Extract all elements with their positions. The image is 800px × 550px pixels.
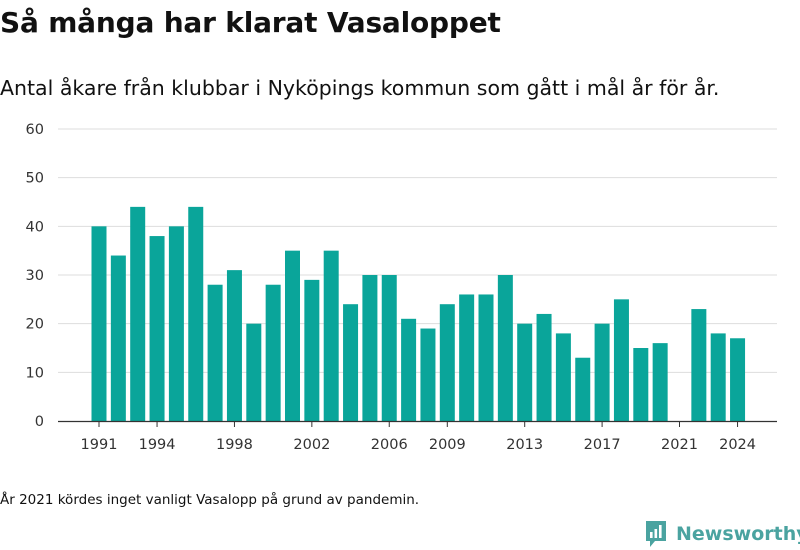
bar-2006 [381, 275, 397, 421]
bar-2024 [730, 338, 746, 421]
bar-2019 [633, 348, 649, 421]
bar-2020 [652, 343, 668, 421]
bar-1994 [149, 236, 165, 421]
bar-2022 [691, 309, 707, 421]
bar-2004 [343, 304, 359, 421]
bar-2007 [401, 318, 417, 421]
chart-subtitle: Antal åkare från klubbar i Nyköpings kom… [0, 76, 720, 100]
gridlines [58, 128, 777, 373]
bar-2000 [265, 284, 281, 421]
bar-2003 [323, 250, 339, 421]
x-axis-ticks: 1991 1994 1998 2002 2006 2009 2013 2017 2021 2024 [81, 421, 756, 453]
bar-2013 [517, 323, 533, 421]
bar-2018 [613, 299, 629, 421]
x-tick-label: 2024 [719, 437, 756, 453]
footnote: År 2021 kördes inget vanligt Vasalopp på… [0, 492, 420, 508]
bar-2011 [478, 294, 494, 421]
bar-2023 [710, 333, 726, 421]
y-axis-ticks: 0 10 20 30 40 50 60 [26, 122, 44, 430]
brand-name: Newsworthy [676, 523, 800, 545]
y-tick-label: 40 [26, 219, 44, 235]
x-tick-label: 2017 [584, 437, 621, 453]
bar-2015 [555, 333, 571, 421]
y-tick-label: 50 [26, 171, 44, 187]
bar-2014 [536, 313, 552, 421]
x-tick-label: 2021 [661, 437, 698, 453]
bar-2017 [594, 323, 610, 421]
y-tick-label: 10 [26, 365, 44, 381]
bar-1997 [207, 284, 223, 421]
bar-1995 [168, 226, 184, 421]
x-tick-label: 2013 [506, 437, 543, 453]
x-tick-label: 1998 [216, 437, 253, 453]
bar-2001 [285, 250, 300, 421]
bar-1991 [91, 226, 107, 421]
y-tick-label: 20 [26, 317, 44, 333]
newsworthy-logo-icon [646, 521, 666, 547]
bar-1998 [226, 270, 242, 421]
x-tick-label: 1994 [139, 437, 176, 453]
x-tick-label: 2009 [429, 437, 466, 453]
x-tick-label: 2002 [293, 437, 330, 453]
brand: Newsworthy [644, 520, 800, 548]
bar-1999 [246, 323, 262, 421]
x-tick-label: 2006 [371, 437, 408, 453]
bar-2012 [497, 275, 513, 421]
x-tick-label: 1991 [81, 437, 118, 453]
bar-2010 [459, 294, 475, 421]
bars [91, 206, 746, 421]
y-tick-label: 30 [26, 268, 44, 284]
bar-2008 [420, 328, 436, 421]
chart-title: Så många har klarat Vasaloppet [0, 6, 501, 39]
bar-1992 [110, 255, 126, 421]
bar-2009 [439, 304, 455, 421]
y-tick-label: 0 [35, 414, 44, 430]
bar-2002 [304, 279, 320, 421]
bar-chart: 0 10 20 30 40 50 60 1991 1994 1998 2002 2006 2009 20… [26, 122, 777, 453]
bar-1993 [130, 206, 146, 421]
bar-2016 [575, 357, 591, 421]
bar-1996 [188, 206, 204, 421]
bar-2005 [362, 275, 378, 421]
y-tick-label: 60 [26, 122, 44, 138]
